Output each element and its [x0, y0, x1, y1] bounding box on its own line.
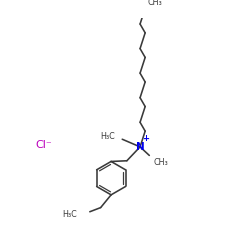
Text: H₃C: H₃C	[63, 210, 78, 219]
Text: H₃C: H₃C	[100, 132, 114, 141]
Text: CH₃: CH₃	[154, 158, 169, 167]
Text: N: N	[136, 142, 144, 152]
Text: Cl⁻: Cl⁻	[35, 140, 52, 149]
Text: +: +	[142, 134, 150, 143]
Text: CH₃: CH₃	[148, 0, 163, 7]
